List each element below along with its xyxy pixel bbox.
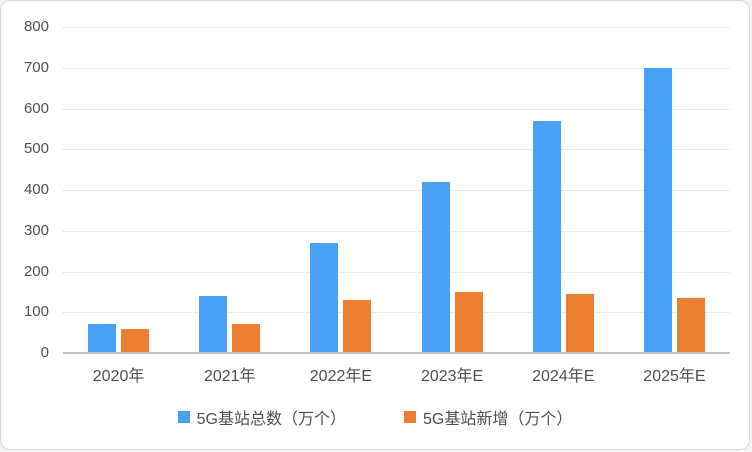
- gridline: [63, 230, 730, 232]
- gridline: [63, 27, 730, 28]
- bar-series0-2025年E: [643, 67, 672, 353]
- x-axis-label: 2021年: [203, 368, 256, 385]
- bar-group-2020年: [63, 27, 174, 353]
- x-axis-labels: 2020年 2021年 2022年E 2023年E 2024年E 2025年E: [63, 362, 730, 386]
- bar-series1-2020年: [121, 328, 150, 353]
- bar-series1-2021年: [232, 324, 261, 353]
- bar-group-2025年E: [619, 27, 730, 353]
- y-axis-tick-label: 300: [23, 221, 49, 239]
- gridline: [63, 67, 730, 69]
- bar-series1-2025年E: [676, 298, 705, 353]
- y-axis-tick-label: 400: [23, 181, 49, 198]
- legend-label: 5G基站总数（万个）: [196, 411, 346, 428]
- bar-series1-2023年E: [454, 291, 483, 353]
- legend: 5G基站总数（万个） 5G基站新增（万个）: [1, 405, 749, 429]
- x-axis-label: 2022年E: [309, 368, 373, 385]
- bar-series1-2022年E: [343, 300, 372, 353]
- x-axis-label: 2024年E: [532, 368, 595, 385]
- bar-group-2022年E: [285, 27, 396, 353]
- bar-groups: [63, 27, 730, 353]
- gridline: [63, 271, 730, 273]
- bar-series0-2023年E: [421, 181, 450, 353]
- legend-label: 5G基站新增（万个）: [423, 411, 573, 428]
- bar-series1-2024年E: [565, 293, 594, 353]
- y-axis-tick-label: 800: [23, 18, 49, 35]
- y-axis-tick-label: 200: [23, 262, 49, 280]
- bar-series0-2020年: [88, 324, 117, 353]
- bar-group-2023年E: [397, 27, 508, 353]
- y-axis-tick-label: 0: [40, 344, 49, 361]
- bar-series0-2022年E: [310, 242, 339, 353]
- x-axis-label: 2020年: [92, 368, 145, 385]
- y-axis-tick-label: 600: [23, 99, 49, 117]
- gridline: [63, 108, 730, 110]
- plot-area: [63, 27, 730, 354]
- legend-swatch-icon: [404, 411, 416, 423]
- bar-series0-2021年: [199, 295, 228, 353]
- y-axis-tick-label: 500: [23, 140, 49, 158]
- x-axis-label: 2025年E: [643, 368, 706, 385]
- bar-group-2024年E: [508, 27, 619, 353]
- legend-swatch-icon: [177, 411, 190, 423]
- gridline: [63, 190, 730, 191]
- y-axis-tick-label: 100: [23, 303, 49, 321]
- x-axis-line: [63, 352, 730, 354]
- x-axis-label: 2023年E: [420, 368, 484, 385]
- bar-series0-2024年E: [532, 120, 561, 353]
- bar-group-2021年: [174, 27, 285, 353]
- legend-item: 5G基站新增（万个）: [404, 405, 572, 429]
- legend-item: 5G基站总数（万个）: [177, 405, 346, 429]
- y-axis-tick-label: 700: [23, 58, 49, 76]
- gridline: [63, 312, 730, 314]
- gridline: [63, 149, 730, 151]
